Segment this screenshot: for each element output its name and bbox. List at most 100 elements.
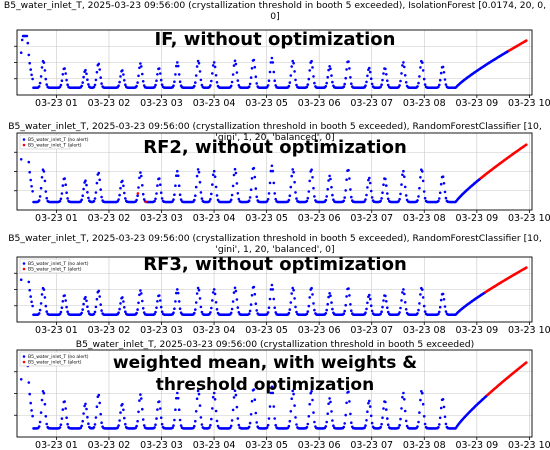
no-alert-point xyxy=(270,164,274,168)
no-alert-point xyxy=(39,302,43,305)
no-alert-point xyxy=(95,297,99,301)
no-alert-point xyxy=(27,280,31,284)
no-alert-point xyxy=(379,199,383,203)
no-alert-point xyxy=(177,73,181,76)
no-alert-point xyxy=(421,61,424,64)
no-alert-point xyxy=(214,301,218,304)
no-alert-point xyxy=(292,170,295,174)
no-alert-point xyxy=(140,397,143,400)
no-alert-point xyxy=(398,84,401,87)
no-alert-point xyxy=(171,426,174,430)
no-alert-point xyxy=(327,179,330,182)
no-alert-point xyxy=(198,297,202,300)
x-tick-label: 03-23 02 xyxy=(88,440,131,450)
no-alert-point xyxy=(43,69,47,72)
no-alert-point xyxy=(86,191,89,194)
no-alert-point xyxy=(305,199,309,203)
no-alert-point xyxy=(233,59,237,63)
no-alert-point xyxy=(399,79,402,83)
no-alert-point xyxy=(403,301,407,304)
no-alert-point xyxy=(229,424,233,428)
no-alert-point xyxy=(230,193,234,197)
no-alert-point xyxy=(312,186,315,190)
legend-marker-alert xyxy=(22,267,26,271)
no-alert-point xyxy=(380,422,383,426)
no-alert-point xyxy=(289,185,293,189)
x-tick-label: 03-23 09 xyxy=(455,440,498,450)
no-alert-point xyxy=(403,409,407,413)
no-alert-point xyxy=(287,311,291,315)
no-alert-point xyxy=(123,416,126,420)
legend: B5_water_inlet_T (no alert)B5_water_inle… xyxy=(19,258,89,274)
no-alert-point xyxy=(176,169,179,173)
no-alert-point xyxy=(199,191,203,194)
no-alert-point xyxy=(29,68,32,71)
x-tick-label: 03-23 09 xyxy=(455,325,498,336)
no-alert-point xyxy=(347,168,350,172)
no-alert-point xyxy=(194,308,197,311)
no-alert-point xyxy=(100,195,103,199)
no-alert-point xyxy=(287,198,291,202)
no-alert-point xyxy=(176,174,180,177)
no-alert-point xyxy=(422,304,426,308)
no-alert-point xyxy=(97,171,101,175)
no-alert-point xyxy=(273,417,277,420)
no-alert-point xyxy=(344,189,348,192)
x-tick-label: 03-23 01 xyxy=(35,213,78,224)
x-tick-label: 03-23 03 xyxy=(140,325,183,336)
legend: B5_water_inlet_T (no alert)B5_water_inle… xyxy=(19,134,89,150)
no-alert-point xyxy=(311,293,314,296)
no-alert-point xyxy=(208,426,211,429)
no-alert-point xyxy=(212,169,216,173)
no-alert-point xyxy=(402,391,405,395)
no-alert-point xyxy=(439,182,443,186)
no-alert-point xyxy=(369,414,373,418)
no-alert-point xyxy=(60,79,64,82)
x-tick-label: 03-23 08 xyxy=(403,98,446,109)
no-alert-point xyxy=(272,181,276,185)
no-alert-point xyxy=(159,191,163,194)
no-alert-point xyxy=(97,393,101,397)
no-alert-point xyxy=(368,405,372,408)
no-alert-point xyxy=(118,419,121,422)
x-tick-label: 03-23 08 xyxy=(403,325,446,336)
no-alert-point xyxy=(294,416,297,419)
no-alert-point xyxy=(331,80,334,84)
no-alert-point xyxy=(325,81,329,85)
no-alert-point xyxy=(59,310,63,314)
no-alert-point xyxy=(292,392,295,396)
no-alert-point xyxy=(292,288,295,292)
no-alert-point xyxy=(117,424,120,427)
no-alert-point xyxy=(141,307,145,310)
no-alert-point xyxy=(159,78,163,82)
no-alert-point xyxy=(365,307,368,311)
no-alert-point xyxy=(80,311,83,315)
no-alert-point xyxy=(92,312,96,316)
no-alert-point xyxy=(255,82,258,85)
no-alert-point xyxy=(177,184,181,187)
no-alert-point xyxy=(370,309,374,313)
no-alert-point xyxy=(418,186,421,190)
no-alert-point xyxy=(31,414,34,418)
no-alert-point xyxy=(82,412,85,415)
x-tick-label: 03-23 05 xyxy=(245,213,288,224)
no-alert-point xyxy=(29,178,32,182)
no-alert-point xyxy=(417,81,420,85)
no-alert-point xyxy=(416,199,419,202)
no-alert-point xyxy=(349,188,352,191)
no-alert-point xyxy=(119,186,122,190)
no-alert-point xyxy=(65,305,68,309)
no-alert-point xyxy=(39,411,43,414)
no-alert-point xyxy=(270,283,274,287)
no-alert-point xyxy=(400,183,403,186)
no-alert-point xyxy=(85,72,88,76)
no-alert-point xyxy=(419,398,422,402)
no-alert-point xyxy=(156,300,159,303)
no-alert-point xyxy=(347,60,350,63)
no-alert-point xyxy=(403,398,406,401)
no-alert-point xyxy=(289,410,293,413)
no-alert-point xyxy=(172,424,175,427)
no-alert-point xyxy=(158,400,161,403)
no-alert-point xyxy=(160,422,164,426)
chart-panel-4: B5_water_inlet_T, 2025-03-23 09:56:00 (c… xyxy=(14,339,550,450)
